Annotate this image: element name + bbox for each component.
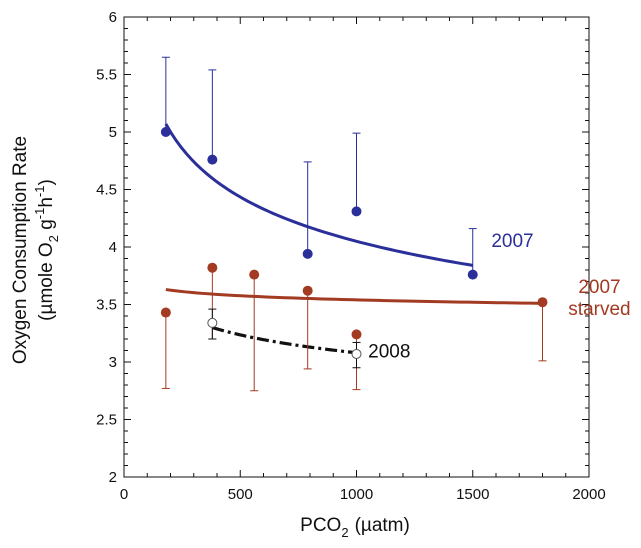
data-point — [351, 329, 362, 340]
data-point — [249, 269, 260, 280]
y-tick-label: 4.5 — [96, 182, 117, 199]
data-point — [207, 317, 218, 328]
error-bars — [161, 56, 547, 392]
data-point — [467, 269, 478, 280]
data-points — [160, 127, 548, 359]
y-tick-label: 6 — [109, 9, 117, 26]
data-point — [160, 307, 171, 318]
x-tick-label: 1500 — [456, 486, 489, 503]
x-tick-label: 2000 — [572, 486, 605, 503]
data-point — [351, 206, 362, 217]
y-tick-label: 3 — [109, 354, 117, 371]
data-point — [351, 348, 362, 359]
y-tick-label: 2 — [109, 469, 117, 486]
x-tick-label: 0 — [120, 486, 128, 503]
data-point — [207, 262, 218, 273]
y-tick-label: 5.5 — [96, 67, 117, 84]
data-point — [302, 285, 313, 296]
y-tick-label: 3.5 — [96, 297, 117, 314]
y-axis-title-line2: (µmole O2 g-1h-1) — [32, 179, 61, 321]
data-point — [207, 154, 218, 165]
data-point — [160, 127, 171, 137]
y-tick-label: 5 — [109, 124, 117, 141]
fit-lines — [164, 123, 543, 355]
fit-curve — [165, 288, 543, 305]
y-tick-label: 2.5 — [96, 412, 117, 429]
fit-curve — [211, 325, 357, 355]
data-point — [537, 297, 548, 308]
y-axis-title: Oxygen Consumption Rate (µmole O2 g-1h-1… — [10, 136, 61, 364]
x-tick-label: 1000 — [340, 486, 373, 503]
series-label: 2007 — [578, 277, 620, 298]
x-tick-label: 500 — [228, 486, 253, 503]
axes: 0 500 1000 1500 2000 2 2.5 3 3.5 4 4.5 5 5.5 6 — [96, 9, 606, 503]
data-point — [302, 248, 313, 259]
series-label: 2008 — [368, 341, 410, 362]
series-label: starved — [568, 299, 630, 320]
series-label: 2007 — [491, 231, 533, 252]
y-tick-label: 4 — [109, 239, 117, 256]
fit-curve — [164, 123, 473, 267]
x-axis-title: PCO2 (µatm) — [300, 515, 410, 540]
y-axis-title-line1: Oxygen Consumption Rate — [10, 136, 31, 364]
